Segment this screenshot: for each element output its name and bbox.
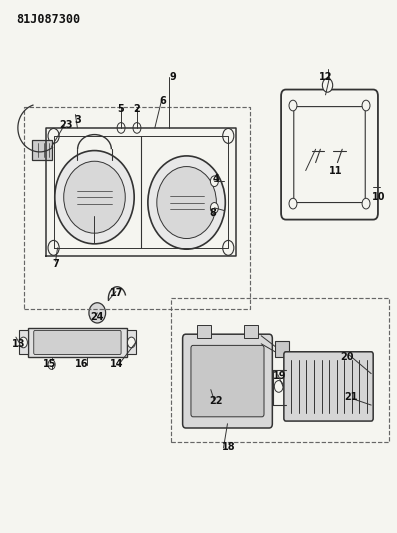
Text: 10: 10: [372, 192, 386, 202]
Circle shape: [48, 360, 55, 369]
Text: 81J087300: 81J087300: [16, 13, 80, 26]
Circle shape: [289, 198, 297, 209]
Text: 14: 14: [110, 359, 124, 368]
FancyBboxPatch shape: [275, 341, 289, 357]
Circle shape: [322, 78, 333, 92]
Text: 22: 22: [210, 396, 223, 406]
Text: 19: 19: [273, 371, 287, 381]
Circle shape: [274, 381, 283, 392]
FancyBboxPatch shape: [32, 140, 52, 160]
Text: 24: 24: [91, 312, 104, 322]
FancyBboxPatch shape: [284, 352, 373, 421]
Circle shape: [210, 176, 218, 187]
Circle shape: [48, 128, 59, 143]
Circle shape: [223, 128, 234, 143]
Ellipse shape: [89, 303, 106, 323]
Text: 12: 12: [319, 72, 332, 82]
Text: 9: 9: [169, 72, 176, 82]
FancyBboxPatch shape: [244, 325, 258, 338]
Text: 5: 5: [118, 104, 125, 114]
Text: 13: 13: [12, 339, 26, 349]
FancyBboxPatch shape: [197, 325, 211, 338]
Text: 7: 7: [52, 259, 59, 269]
Circle shape: [223, 240, 234, 255]
FancyBboxPatch shape: [183, 334, 272, 428]
FancyBboxPatch shape: [34, 330, 121, 354]
Text: 4: 4: [213, 174, 220, 183]
Ellipse shape: [157, 166, 216, 239]
FancyBboxPatch shape: [281, 90, 378, 220]
Text: 6: 6: [159, 96, 166, 106]
Text: 11: 11: [329, 166, 342, 175]
Ellipse shape: [55, 150, 134, 244]
FancyBboxPatch shape: [127, 330, 136, 354]
Ellipse shape: [64, 161, 125, 233]
Circle shape: [210, 203, 218, 213]
Text: 2: 2: [133, 104, 141, 114]
Ellipse shape: [148, 156, 225, 249]
FancyBboxPatch shape: [19, 330, 28, 354]
Text: 20: 20: [341, 352, 354, 362]
Circle shape: [127, 337, 135, 348]
Circle shape: [48, 240, 59, 255]
Text: 15: 15: [43, 359, 56, 368]
Text: 3: 3: [74, 115, 81, 125]
Circle shape: [362, 198, 370, 209]
Circle shape: [19, 337, 27, 348]
Text: 8: 8: [209, 208, 216, 218]
Circle shape: [117, 123, 125, 133]
Text: 21: 21: [345, 392, 358, 402]
Text: 17: 17: [110, 288, 124, 298]
FancyBboxPatch shape: [191, 345, 264, 417]
FancyBboxPatch shape: [294, 107, 365, 203]
Text: 23: 23: [59, 120, 72, 130]
Text: 16: 16: [75, 359, 88, 368]
Circle shape: [289, 100, 297, 111]
Circle shape: [133, 123, 141, 133]
Text: 18: 18: [222, 442, 235, 451]
FancyBboxPatch shape: [28, 328, 127, 357]
Circle shape: [362, 100, 370, 111]
